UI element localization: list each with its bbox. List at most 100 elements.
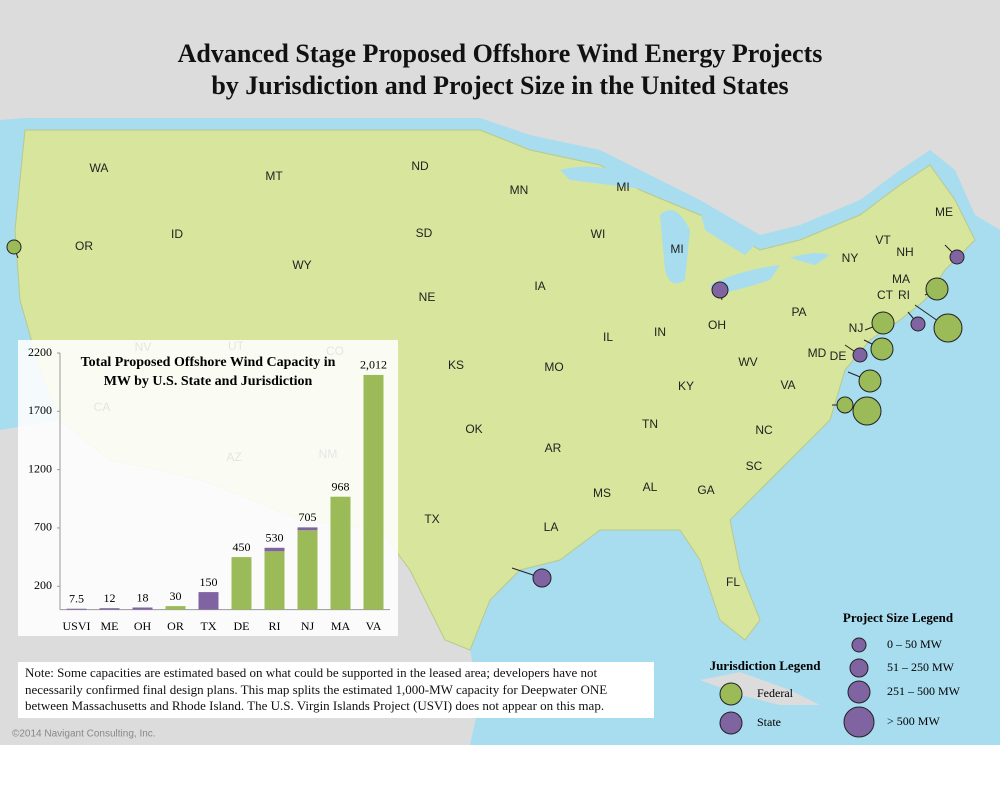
state-label: TX — [424, 512, 439, 526]
bar-segment — [66, 608, 87, 610]
size-legend-marker — [849, 658, 869, 678]
state-label: MA — [892, 272, 910, 286]
y-tick-label: 700 — [34, 520, 52, 534]
bar-segment — [264, 551, 285, 610]
y-tick-label: 200 — [34, 578, 52, 592]
size-legend-label: 51 – 250 MW — [887, 660, 955, 674]
size-legend-marker — [843, 706, 875, 738]
total-label: 12 — [104, 591, 116, 605]
state-label: NH — [896, 245, 913, 259]
size-legend-label: 0 – 50 MW — [887, 637, 943, 651]
state-label: WV — [738, 355, 757, 369]
total-label: 30 — [170, 589, 182, 603]
state-label: WA — [90, 161, 109, 175]
project-marker — [910, 316, 926, 332]
project-marker — [870, 337, 894, 361]
y-tick-label: 1700 — [28, 403, 52, 417]
state-label: MI — [616, 180, 629, 194]
state-label: WY — [292, 258, 311, 272]
project-marker — [933, 313, 963, 343]
state-label: IL — [603, 330, 613, 344]
project-marker — [711, 281, 729, 299]
map-title: by Jurisdiction and Project Size in the … — [211, 71, 788, 100]
x-tick-label: RI — [269, 619, 281, 633]
bar-segment — [297, 527, 318, 531]
canada — [0, 0, 1000, 235]
state-label: NY — [842, 251, 859, 265]
total-label: 968 — [332, 479, 350, 493]
state-label: VA — [780, 378, 795, 392]
total-label: 450 — [233, 540, 251, 554]
state-label: OR — [75, 239, 93, 253]
state-label: TN — [642, 417, 658, 431]
state-label: NJ — [849, 321, 864, 335]
chart-title: Total Proposed Offshore Wind Capacity in — [81, 355, 336, 370]
cuba — [700, 672, 820, 705]
state-label: IN — [654, 325, 666, 339]
project-marker — [852, 347, 868, 363]
jurisdiction-legend-title: Jurisdiction Legend — [710, 658, 822, 673]
size-legend-marker — [847, 680, 871, 704]
state-label: MO — [544, 360, 563, 374]
project-marker — [6, 239, 22, 255]
state-label: KY — [678, 379, 694, 393]
bar-segment — [363, 374, 384, 610]
state-label: IA — [534, 279, 545, 293]
state-label: SD — [416, 226, 433, 240]
state-label: ME — [935, 205, 953, 219]
state-label: LA — [544, 520, 559, 534]
state-label: DE — [830, 349, 847, 363]
size-legend-label: 251 – 500 MW — [887, 684, 961, 698]
y-tick-label: 2200 — [28, 345, 52, 359]
copyright: ©2014 Navigant Consulting, Inc. — [12, 729, 156, 740]
state-label: WI — [591, 227, 606, 241]
x-tick-label: OR — [167, 619, 184, 633]
state-label: RI — [898, 288, 910, 302]
bar-segment — [165, 606, 186, 610]
state-label: ND — [411, 159, 429, 173]
project-marker — [871, 311, 895, 335]
total-label: 530 — [266, 531, 284, 545]
great-lakes — [560, 166, 830, 295]
state-label: MN — [510, 183, 529, 197]
map: WA MT ND MN MI ME OR ID SD WI MI VT NH NY WY IA MA CT RI NE… — [0, 0, 1000, 745]
project-marker — [925, 277, 949, 301]
state-label: NC — [755, 423, 773, 437]
state-label: FL — [726, 575, 740, 589]
state-label: VT — [875, 233, 891, 247]
total-label: 705 — [299, 510, 317, 524]
total-label: 150 — [200, 575, 218, 589]
state-label: ID — [171, 227, 183, 241]
size-legend-title: Project Size Legend — [843, 610, 954, 625]
bar-segment — [297, 530, 318, 610]
x-tick-label: OH — [134, 619, 152, 633]
state-label: NE — [419, 290, 436, 304]
project-marker — [532, 568, 552, 588]
bar-segment — [198, 592, 219, 610]
bar-segment — [231, 557, 252, 610]
x-tick-label: VA — [366, 619, 382, 633]
x-tick-label: MA — [331, 619, 351, 633]
x-tick-label: NJ — [301, 619, 315, 633]
project-marker — [852, 396, 882, 426]
state-label: PA — [791, 305, 806, 319]
jurisdiction-legend-marker — [719, 711, 743, 735]
jurisdiction-legend-label: State — [757, 715, 781, 729]
jurisdiction-legend-label: Federal — [757, 686, 794, 700]
x-tick-label: DE — [234, 619, 250, 633]
state-label: MI — [670, 242, 683, 256]
state-label: MS — [593, 486, 611, 500]
state-label: OK — [465, 422, 482, 436]
y-tick-label: 1200 — [28, 461, 52, 475]
map-title: Advanced Stage Proposed Offshore Wind En… — [178, 39, 823, 68]
total-label: 2,012 — [360, 358, 387, 372]
bar-segment — [99, 608, 120, 610]
size-legend-label: > 500 MW — [887, 714, 940, 728]
chart-title: MW by U.S. State and Jurisdiction — [104, 374, 313, 389]
x-tick-label: USVI — [62, 619, 90, 633]
size-legend-marker — [851, 637, 867, 653]
project-marker — [836, 396, 854, 414]
state-label: CT — [877, 288, 894, 302]
state-label: SC — [746, 459, 763, 473]
